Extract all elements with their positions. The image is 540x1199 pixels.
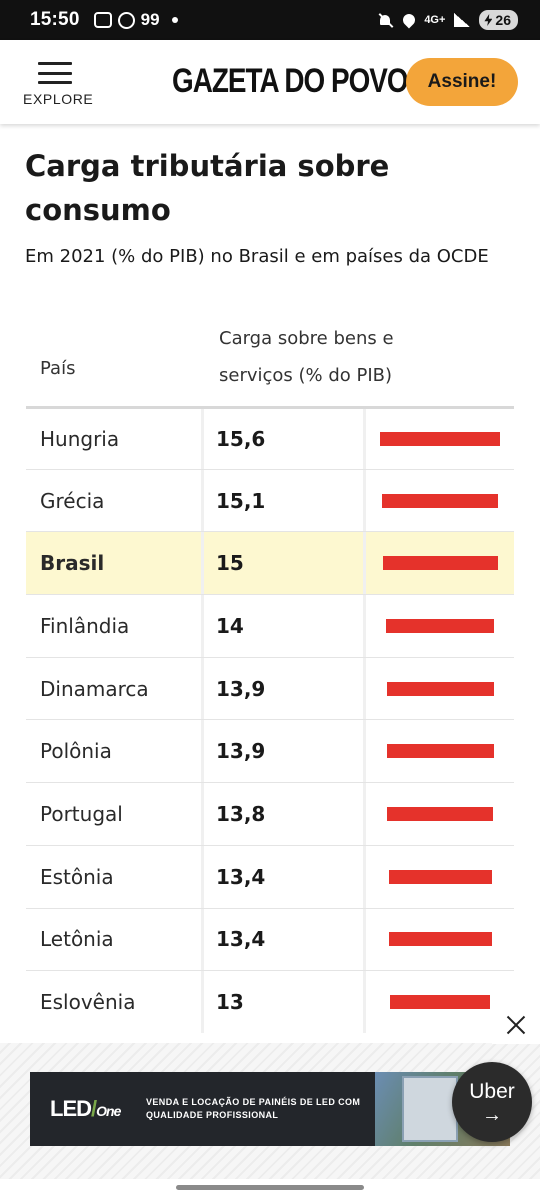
value-bar xyxy=(387,806,493,821)
bar-cell xyxy=(366,658,514,720)
menu-icon[interactable] xyxy=(38,62,72,84)
country-cell: Finlândia xyxy=(26,595,204,657)
site-logo[interactable]: GAZETA DO POVO xyxy=(172,62,409,100)
value-cell: 13,9 xyxy=(204,657,366,720)
country-cell: Brasil xyxy=(26,532,204,595)
table-body: Hungria 15,6 Grécia 15,1 Brasil 15 Finlândia 14… xyxy=(26,406,514,1033)
bar-cell xyxy=(366,909,514,971)
close-icon xyxy=(506,1015,526,1035)
battery-indicator: 26 xyxy=(479,10,518,30)
charging-icon xyxy=(484,14,493,26)
table-row: Brasil 15 xyxy=(26,531,514,595)
value-cell: 13,4 xyxy=(204,845,366,908)
country-cell: Estônia xyxy=(26,845,204,908)
country-cell: Polônia xyxy=(26,720,204,783)
country-cell: Letônia xyxy=(26,908,204,971)
home-indicator[interactable] xyxy=(176,1185,364,1190)
table-row: Grécia 15,1 xyxy=(26,468,514,532)
value-bar xyxy=(382,493,498,508)
subscribe-button[interactable]: Assine! xyxy=(406,58,518,106)
table-row: Eslovênia 13 xyxy=(26,970,514,1033)
value-cell: 15 xyxy=(204,532,366,595)
bar-cell xyxy=(366,595,514,657)
screenshot-icon xyxy=(93,12,112,28)
signal-icon xyxy=(454,13,471,27)
chart-title: Carga tributária sobre consumo xyxy=(25,149,390,227)
value-cell: 13,4 xyxy=(204,908,366,971)
table-row: Portugal 13,8 xyxy=(26,782,514,845)
table-row: Finlândia 14 xyxy=(26,594,514,657)
value-bar xyxy=(380,431,500,446)
value-bar xyxy=(388,869,492,884)
ad-close-button[interactable] xyxy=(492,1006,540,1044)
bar-cell xyxy=(366,846,514,908)
value-cell: 15,6 xyxy=(204,409,366,469)
notification-count: 99 xyxy=(140,10,160,29)
country-cell: Hungria xyxy=(26,409,204,469)
status-time: 15:50 xyxy=(30,9,80,30)
country-cell: Portugal xyxy=(26,783,204,845)
more-notifications-icon xyxy=(171,17,178,23)
ad-text: VENDA E LOCAÇÃO DE PAINÉIS DE LED COM QU… xyxy=(146,1097,361,1120)
status-bar: 15:50 99 4G+ 26 xyxy=(0,0,540,40)
bar-cell xyxy=(366,720,514,782)
whatsapp-icon xyxy=(117,11,135,29)
bar-cell xyxy=(366,971,514,1033)
uber-label: Uber xyxy=(469,1080,515,1103)
table-row: Estônia 13,4 xyxy=(26,844,514,908)
bar-cell xyxy=(366,409,514,469)
system-icons: 4G+ 26 xyxy=(378,10,518,30)
value-bar xyxy=(382,556,498,571)
value-cell: 14 xyxy=(204,595,366,657)
value-bar xyxy=(386,744,494,759)
table-row: Letônia 13,4 xyxy=(26,907,514,971)
column-header-value: Carga sobre bens e serviços (% do PIB) xyxy=(219,328,394,386)
network-type: 4G+ xyxy=(424,14,446,26)
table-row: Hungria 15,6 xyxy=(26,406,514,469)
country-cell: Dinamarca xyxy=(26,657,204,720)
value-bar xyxy=(386,681,494,696)
value-cell: 13 xyxy=(204,971,366,1033)
uber-button[interactable]: Uber → xyxy=(452,1062,532,1142)
notification-icons: 99 xyxy=(93,10,178,30)
country-cell: Grécia xyxy=(26,469,204,532)
table-header: País Carga sobre bens e serviços (% do P… xyxy=(26,310,514,406)
arrow-right-icon: → xyxy=(482,1104,502,1126)
ad-sign-image xyxy=(402,1076,458,1142)
chart-subtitle: Em 2021 (% do PIB) no Brasil e em países… xyxy=(25,246,489,267)
country-cell: Eslovênia xyxy=(26,971,204,1033)
value-cell: 13,9 xyxy=(204,720,366,783)
value-bar xyxy=(386,618,494,633)
explore-label[interactable]: EXPLORE xyxy=(23,91,94,107)
value-cell: 15,1 xyxy=(204,469,366,532)
value-cell: 13,8 xyxy=(204,783,366,845)
ad-logo: LED/One xyxy=(50,1096,121,1121)
bar-cell xyxy=(366,470,514,532)
site-header: EXPLORE GAZETA DO POVO Assine! xyxy=(0,40,540,124)
ad-banner[interactable]: LED/One VENDA E LOCAÇÃO DE PAINÉIS DE LE… xyxy=(30,1072,510,1146)
bar-cell xyxy=(366,783,514,845)
column-header-country: País xyxy=(40,358,76,379)
mute-icon xyxy=(378,12,394,28)
table-row: Polônia 13,9 xyxy=(26,719,514,783)
location-icon xyxy=(400,11,418,29)
value-bar xyxy=(390,995,490,1010)
table-row: Dinamarca 13,9 xyxy=(26,656,514,720)
bar-cell xyxy=(366,532,514,594)
battery-level: 26 xyxy=(495,12,511,28)
value-bar xyxy=(388,932,492,947)
